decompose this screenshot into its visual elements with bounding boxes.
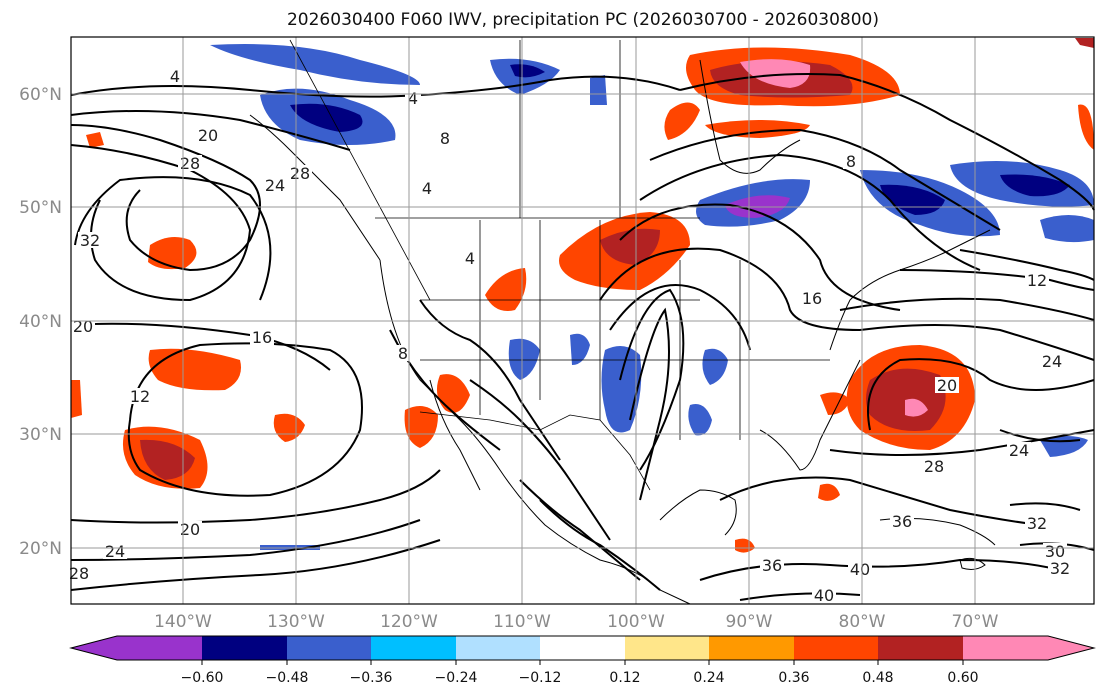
- graticule: [71, 37, 1094, 604]
- contour-label: 28: [290, 164, 310, 183]
- contour-label: 32: [1050, 559, 1070, 578]
- contour-label: 28: [924, 457, 944, 476]
- contour-label: 12: [130, 387, 150, 406]
- contour-label: 20: [180, 520, 200, 539]
- lon-label: 130°W: [267, 612, 325, 632]
- contour-label: 24: [1042, 352, 1062, 371]
- map-panel: 4 4 8 4 4 8 20 28 24 32 16 12 20 24 28 1…: [69, 36, 1095, 605]
- contour-label: 20: [73, 317, 93, 336]
- colorbar-segment: [540, 636, 625, 660]
- contour-label: 24: [1009, 441, 1029, 460]
- contour-label: 30: [1045, 542, 1065, 561]
- colorbar-tick: 0.36: [778, 670, 809, 686]
- colorbar-tick: −0.36: [350, 670, 393, 686]
- colorbar-segment: [287, 636, 371, 660]
- contour-label: 28: [180, 154, 200, 173]
- contour-label: 8: [846, 152, 856, 171]
- contour-label: 12: [1027, 271, 1047, 290]
- lon-label: 140°W: [154, 612, 212, 632]
- lat-label: 20°N: [19, 539, 62, 559]
- contour-label: 20: [937, 376, 957, 395]
- contour-label: 4: [465, 249, 475, 268]
- colorbar-tick: 0.12: [609, 670, 640, 686]
- lat-label: 50°N: [19, 198, 62, 218]
- colorbar-tick: 0.60: [947, 670, 978, 686]
- contour-label: 8: [440, 129, 450, 148]
- colorbar-segment: [371, 636, 456, 660]
- colorbar-segment: [878, 636, 963, 660]
- contour-label: 8: [398, 344, 408, 363]
- lat-label: 40°N: [19, 312, 62, 332]
- colorbar-segment: [794, 636, 878, 660]
- colorbar-tick: −0.24: [435, 670, 478, 686]
- lon-label: 90°W: [726, 612, 773, 632]
- contour-label: 32: [1027, 514, 1047, 533]
- contour-label: 40: [814, 586, 834, 605]
- colorbar: −0.60 −0.48 −0.36 −0.24 −0.12 0.12 0.24 …: [69, 635, 1096, 686]
- contour-label: 20: [198, 126, 218, 145]
- contour-label: 40: [850, 560, 870, 579]
- colorbar-tick: 0.48: [862, 670, 893, 686]
- colorbar-segment: [71, 636, 117, 660]
- contour-labels: 4 4 8 4 4 8 20 28 24 32 16 12 20 24 28 1…: [69, 67, 1072, 605]
- contour-label: 4: [422, 179, 432, 198]
- lat-label: 30°N: [19, 425, 62, 445]
- colorbar-tick: −0.12: [519, 670, 562, 686]
- colorbar-tick: −0.48: [266, 670, 309, 686]
- contour-label: 4: [170, 67, 180, 86]
- contour-label: 28: [69, 564, 89, 583]
- colorbar-segment: [202, 636, 287, 660]
- contour-label: 4: [408, 89, 418, 108]
- lon-label: 110°W: [493, 612, 551, 632]
- colorbar-segment: [1048, 636, 1094, 660]
- latitude-labels: 60°N 50°N 40°N 30°N 20°N: [19, 85, 62, 559]
- lat-label: 60°N: [19, 85, 62, 105]
- contour-label: 16: [252, 328, 272, 347]
- colorbar-outline: [69, 635, 1096, 661]
- lon-label: 80°W: [839, 612, 886, 632]
- contour-label: 24: [265, 176, 285, 195]
- colorbar-tick: −0.60: [181, 670, 224, 686]
- lon-label: 100°W: [607, 612, 665, 632]
- contour-label: 24: [105, 542, 125, 561]
- longitude-labels: 140°W 130°W 120°W 110°W 100°W 90°W 80°W …: [154, 612, 999, 632]
- contour-label: 16: [802, 289, 822, 308]
- political-borders: [289, 39, 830, 491]
- contour-label: 36: [762, 556, 782, 575]
- map-title: 2026030400 F060 IWV, precipitation PC (2…: [287, 10, 879, 30]
- colorbar-segment: [963, 636, 1048, 660]
- contour-label: 32: [80, 231, 100, 250]
- colorbar-segment: [709, 636, 794, 660]
- colorbar-segment: [625, 636, 709, 660]
- colorbar-tick: 0.24: [693, 670, 724, 686]
- colorbar-segment: [117, 636, 202, 660]
- precip-shading: [71, 38, 1094, 553]
- contour-label: 36: [892, 512, 912, 531]
- colorbar-segment: [456, 636, 540, 660]
- lon-label: 120°W: [380, 612, 438, 632]
- lon-label: 70°W: [952, 612, 999, 632]
- map-frame: [70, 36, 1095, 605]
